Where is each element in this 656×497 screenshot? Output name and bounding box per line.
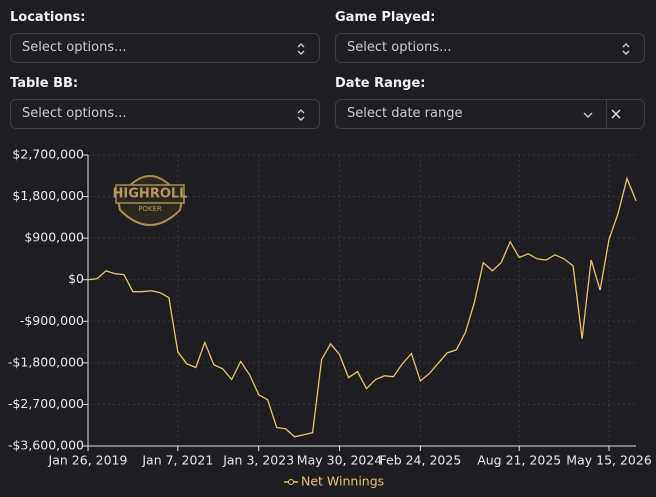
select[interactable]: Select options... [10, 99, 320, 129]
x-tick-label: Feb 24, 2025 [380, 453, 462, 468]
placeholder: Select options... [22, 106, 127, 121]
y-tick-label: -$3,600,000 [8, 438, 84, 453]
placeholder: Select options... [347, 40, 452, 55]
chevrons [297, 43, 305, 55]
y-tick-label: -$900,000 [20, 313, 84, 328]
placeholder: Select options... [22, 40, 127, 55]
filter-label: Game Played: [335, 10, 436, 25]
filter-label: Locations: [10, 10, 86, 25]
x-tick-label: Jan 3, 2023 [222, 453, 294, 468]
clear-button[interactable] [606, 99, 645, 129]
logo-banner [115, 184, 185, 204]
x-icon [611, 109, 621, 119]
logo: HIGHROLL POKER [113, 175, 188, 226]
chart: -$3,600,000 -$2,700,000 -$1,800,000 -$900,0… [8, 147, 652, 489]
logo-name: HIGHROLL [113, 187, 188, 202]
placeholder: Select date range [347, 106, 463, 121]
chevrons [297, 109, 305, 121]
y-tick-label: $0 [68, 271, 84, 286]
select[interactable]: Select options... [10, 33, 320, 63]
y-tick-label: $1,800,000 [12, 188, 84, 203]
chevrons [622, 43, 630, 55]
filter-label: Table BB: [10, 76, 79, 91]
date-select[interactable]: Select date range [335, 99, 607, 129]
legend-label: Net Winnings [301, 474, 384, 489]
x-tick-label: May 30, 2024 [297, 453, 383, 468]
chevron [583, 112, 593, 118]
x-tick-label: Aug 21, 2025 [477, 453, 561, 468]
x-tick-label: Jan 7, 2021 [141, 453, 213, 468]
line [87, 176, 637, 438]
legend-marker [288, 479, 294, 485]
plot: -$3,600,000 -$2,700,000 -$1,800,000 -$900,0… [8, 147, 652, 489]
y-tick-label: $900,000 [24, 230, 84, 245]
filter-label: Date Range: [335, 76, 426, 91]
logo-sub: POKER [138, 205, 162, 213]
y-tick-label: -$1,800,000 [8, 354, 84, 369]
select[interactable]: Select options... [335, 33, 645, 63]
x-tick-label: May 15, 2026 [566, 453, 652, 468]
y-tick-label: -$2,700,000 [8, 396, 84, 411]
y-tick-label: $2,700,000 [12, 147, 84, 162]
x-tick-label: Jan 26, 2019 [48, 453, 128, 468]
